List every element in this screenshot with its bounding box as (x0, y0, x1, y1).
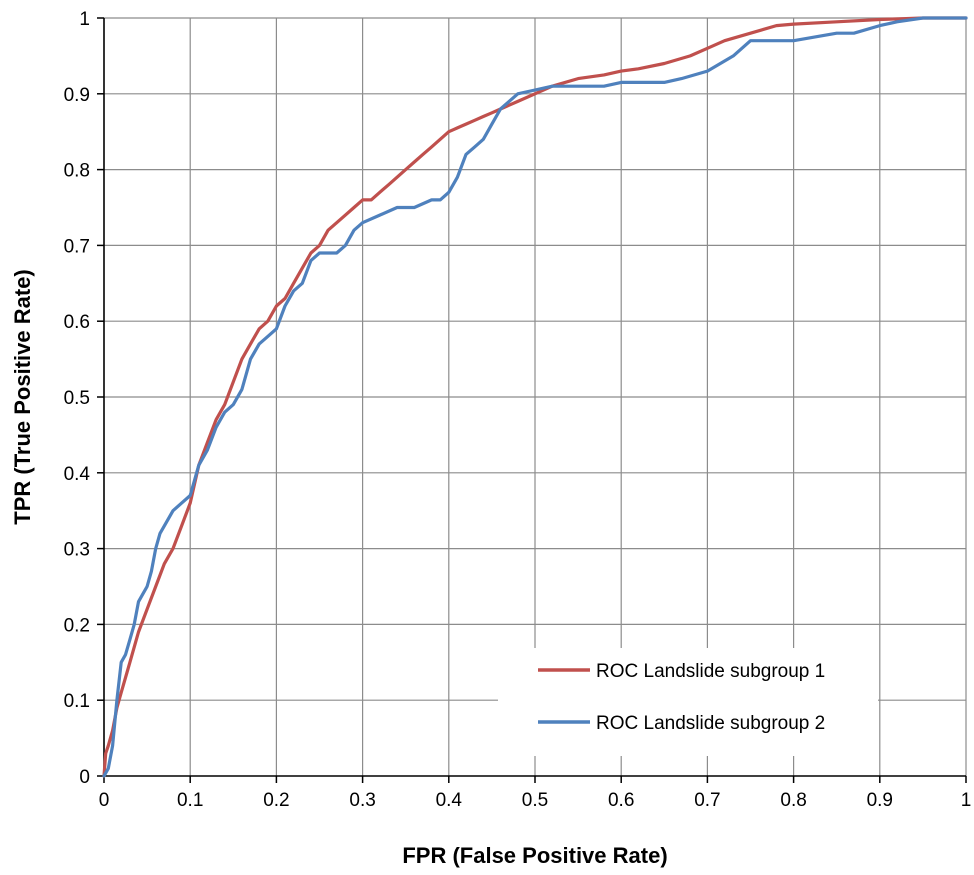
x-tick-label: 0.1 (177, 790, 203, 811)
x-tick-labels: 0 0.1 0.2 0.3 0.4 0.5 0.6 0.7 0.8 0.9 1 (99, 790, 972, 811)
x-tick-label: 0.9 (867, 790, 893, 811)
y-tick-labels: 0 0.1 0.2 0.3 0.4 0.5 0.6 0.7 0.8 0.9 1 (64, 9, 91, 788)
x-tick-label: 0.5 (522, 790, 548, 811)
y-tick-label: 0.9 (64, 85, 90, 106)
y-tick-label: 0.6 (64, 312, 90, 333)
y-tick-label: 0.5 (64, 388, 90, 409)
y-tick-label: 0 (79, 767, 90, 788)
legend: ROC Landslide subgroup 1 ROC Landslide su… (498, 648, 878, 756)
x-tick-label: 0.6 (608, 790, 634, 811)
x-tick-label: 0.4 (436, 790, 463, 811)
y-tick-label: 0.8 (64, 161, 90, 182)
x-tick-label: 0.8 (780, 790, 806, 811)
x-axis-title: FPR (False Positive Rate) (402, 843, 667, 868)
x-tick-label: 0.3 (349, 790, 375, 811)
legend-label-2: ROC Landslide subgroup 2 (596, 713, 825, 734)
series-lines (102, 16, 968, 778)
y-tick-label: 0.3 (64, 540, 90, 561)
y-tick-label: 0.7 (64, 236, 90, 257)
x-tick-label: 0 (99, 790, 110, 811)
series-line-1 (102, 16, 968, 778)
y-axis-title: TPR (True Positive Rate) (10, 269, 35, 525)
x-tick-label: 1 (961, 790, 972, 811)
y-tick-label: 0.1 (64, 691, 90, 712)
legend-label-1: ROC Landslide subgroup 1 (596, 661, 825, 682)
legend-box (498, 648, 878, 756)
series-line-2 (102, 16, 968, 778)
x-tick-label: 0.2 (263, 790, 289, 811)
y-tick-label: 0.2 (64, 615, 90, 636)
x-tick-label: 0.7 (694, 790, 720, 811)
axes (97, 17, 967, 783)
y-tick-label: 1 (79, 9, 90, 30)
y-tick-label: 0.4 (64, 464, 91, 485)
